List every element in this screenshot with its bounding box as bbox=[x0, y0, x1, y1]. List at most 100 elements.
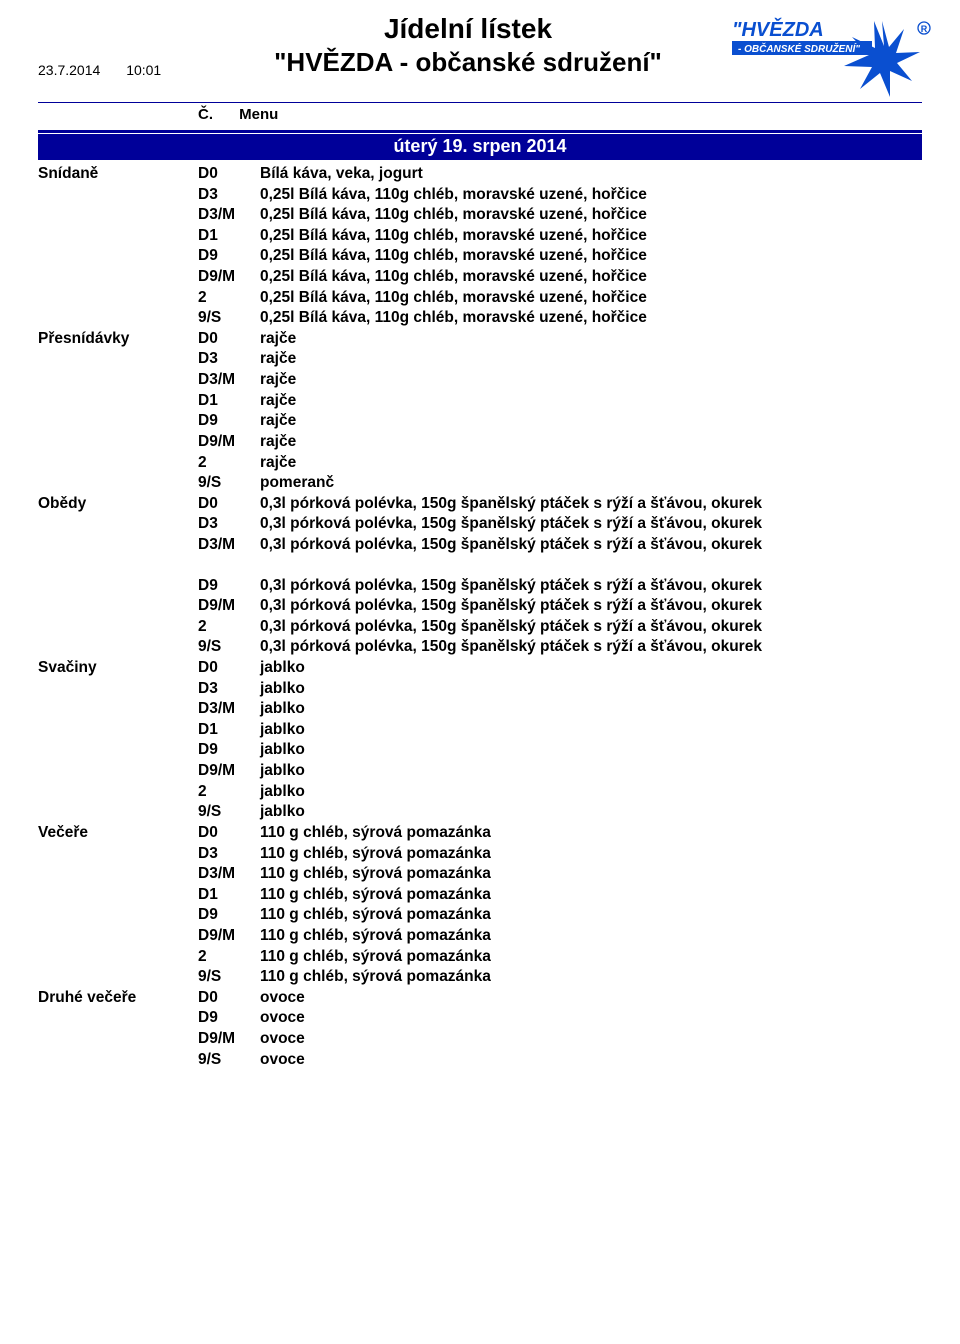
description-label: 110 g chléb, sýrová pomazánka bbox=[260, 947, 922, 968]
code-label: D3 bbox=[198, 349, 260, 370]
menu-row: VečeřeD0110 g chléb, sýrová pomazánka bbox=[38, 823, 922, 844]
category-label bbox=[38, 864, 198, 885]
description-label: 0,25l Bílá káva, 110g chléb, moravské uz… bbox=[260, 226, 922, 247]
description-label: Bílá káva, veka, jogurt bbox=[260, 164, 922, 185]
category-label: Druhé večeře bbox=[38, 988, 198, 1009]
description-label: ovoce bbox=[260, 1029, 922, 1050]
category-label bbox=[38, 1008, 198, 1029]
menu-row: D10,25l Bílá káva, 110g chléb, moravské … bbox=[38, 226, 922, 247]
menu-row: 9/S110 g chléb, sýrová pomazánka bbox=[38, 967, 922, 988]
category-label bbox=[38, 391, 198, 412]
code-label: D9 bbox=[198, 740, 260, 761]
description-label: ovoce bbox=[260, 988, 922, 1009]
description-label: rajče bbox=[260, 370, 922, 391]
code-label: D1 bbox=[198, 226, 260, 247]
menu-row: 20,3l pórková polévka, 150g španělský pt… bbox=[38, 617, 922, 638]
code-label: D3/M bbox=[198, 370, 260, 391]
category-label bbox=[38, 926, 198, 947]
category-label bbox=[38, 844, 198, 865]
code-label: D9/M bbox=[198, 267, 260, 288]
code-label: D1 bbox=[198, 885, 260, 906]
menu-row: Druhé večeřeD0ovoce bbox=[38, 988, 922, 1009]
description-label: jablko bbox=[260, 802, 922, 823]
category-label bbox=[38, 947, 198, 968]
description-label: jablko bbox=[260, 720, 922, 741]
description-label: 110 g chléb, sýrová pomazánka bbox=[260, 885, 922, 906]
print-datetime: 23.7.2014 10:01 bbox=[38, 62, 183, 78]
menu-row: D30,3l pórková polévka, 150g španělský p… bbox=[38, 514, 922, 535]
description-label: 0,25l Bílá káva, 110g chléb, moravské uz… bbox=[260, 288, 922, 309]
category-label bbox=[38, 679, 198, 700]
code-label: 9/S bbox=[198, 308, 260, 329]
menu-row: D9110 g chléb, sýrová pomazánka bbox=[38, 905, 922, 926]
category-label bbox=[38, 246, 198, 267]
menu-row: 9/S0,3l pórková polévka, 150g španělský … bbox=[38, 637, 922, 658]
star-icon bbox=[844, 21, 920, 97]
description-label: 110 g chléb, sýrová pomazánka bbox=[260, 926, 922, 947]
code-label: 9/S bbox=[198, 1050, 260, 1071]
description-label: ovoce bbox=[260, 1008, 922, 1029]
logo-text-main: "HVĚZDA bbox=[732, 17, 824, 41]
menu-row: 2110 g chléb, sýrová pomazánka bbox=[38, 947, 922, 968]
divider-thin bbox=[38, 102, 922, 103]
description-label: 0,3l pórková polévka, 150g španělský ptá… bbox=[260, 617, 922, 638]
description-label: 0,25l Bílá káva, 110g chléb, moravské uz… bbox=[260, 267, 922, 288]
code-label: D9/M bbox=[198, 432, 260, 453]
menu-row: D3jablko bbox=[38, 679, 922, 700]
description-label: ovoce bbox=[260, 1050, 922, 1071]
menu-row: 9/Spomeranč bbox=[38, 473, 922, 494]
description-label: 0,3l pórková polévka, 150g španělský ptá… bbox=[260, 576, 922, 597]
category-label bbox=[38, 1029, 198, 1050]
logo-text-sub: - OBČANSKÉ SDRUŽENÍ" bbox=[738, 42, 860, 55]
description-label: jablko bbox=[260, 782, 922, 803]
print-date: 23.7.2014 bbox=[38, 62, 100, 78]
category-label bbox=[38, 288, 198, 309]
category-label bbox=[38, 720, 198, 741]
description-label: 0,3l pórková polévka, 150g španělský ptá… bbox=[260, 637, 922, 658]
category-label bbox=[38, 761, 198, 782]
code-label: 9/S bbox=[198, 637, 260, 658]
menu-row: D3/M110 g chléb, sýrová pomazánka bbox=[38, 864, 922, 885]
category-label: Přesnídávky bbox=[38, 329, 198, 350]
menu-row: 20,25l Bílá káva, 110g chléb, moravské u… bbox=[38, 288, 922, 309]
menu-row: D9/Mrajče bbox=[38, 432, 922, 453]
menu-row: D3rajče bbox=[38, 349, 922, 370]
code-label: 2 bbox=[198, 782, 260, 803]
description-label: 0,3l pórková polévka, 150g španělský ptá… bbox=[260, 494, 922, 515]
code-label: D9 bbox=[198, 411, 260, 432]
description-label: 0,25l Bílá káva, 110g chléb, moravské uz… bbox=[260, 205, 922, 226]
column-headers: Č. Menu bbox=[198, 106, 278, 123]
code-label: D1 bbox=[198, 720, 260, 741]
registered-mark: R bbox=[921, 24, 928, 34]
menu-row: D3/Mrajče bbox=[38, 370, 922, 391]
code-label: D9/M bbox=[198, 761, 260, 782]
description-label: 110 g chléb, sýrová pomazánka bbox=[260, 967, 922, 988]
category-label bbox=[38, 205, 198, 226]
code-label: D0 bbox=[198, 494, 260, 515]
menu-row: D3/Mjablko bbox=[38, 699, 922, 720]
category-label bbox=[38, 267, 198, 288]
code-label: 2 bbox=[198, 288, 260, 309]
menu-row: D1rajče bbox=[38, 391, 922, 412]
menu-row: PřesnídávkyD0rajče bbox=[38, 329, 922, 350]
menu-row: D9/M0,25l Bílá káva, 110g chléb, moravsk… bbox=[38, 267, 922, 288]
code-label: 9/S bbox=[198, 802, 260, 823]
category-label bbox=[38, 185, 198, 206]
category-label bbox=[38, 905, 198, 926]
print-time: 10:01 bbox=[126, 62, 161, 78]
description-label: 0,3l pórková polévka, 150g španělský ptá… bbox=[260, 596, 922, 617]
category-label bbox=[38, 699, 198, 720]
description-label: 0,25l Bílá káva, 110g chléb, moravské uz… bbox=[260, 185, 922, 206]
code-label: 2 bbox=[198, 617, 260, 638]
menu-row: D9rajče bbox=[38, 411, 922, 432]
logo: "HVĚZDA - OBČANSKÉ SDRUŽENÍ" R bbox=[732, 16, 932, 101]
code-label: D1 bbox=[198, 391, 260, 412]
description-label: 110 g chléb, sýrová pomazánka bbox=[260, 905, 922, 926]
description-label: pomeranč bbox=[260, 473, 922, 494]
category-label bbox=[38, 453, 198, 474]
category-label bbox=[38, 637, 198, 658]
description-label: 0,25l Bílá káva, 110g chléb, moravské uz… bbox=[260, 308, 922, 329]
code-label: D3/M bbox=[198, 535, 260, 556]
menu-block-2: D9 0,3l pórková polévka, 150g španělský p… bbox=[38, 576, 922, 1071]
code-label: D3 bbox=[198, 844, 260, 865]
